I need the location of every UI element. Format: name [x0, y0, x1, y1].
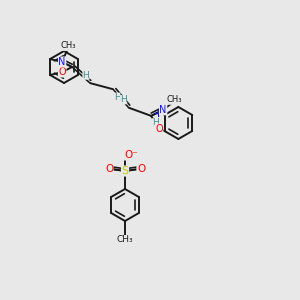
Text: H: H [152, 118, 158, 127]
Text: O: O [105, 164, 113, 174]
Text: S: S [122, 166, 129, 176]
Text: +: + [154, 109, 163, 119]
Text: O: O [155, 124, 163, 134]
Text: CH₃: CH₃ [60, 41, 76, 50]
Text: O: O [137, 164, 145, 174]
Text: N: N [160, 105, 167, 115]
Text: H: H [114, 93, 121, 102]
Text: O: O [58, 67, 66, 77]
Text: N: N [58, 57, 66, 67]
Text: H: H [120, 95, 127, 104]
Text: H: H [82, 70, 89, 80]
Text: CH₃: CH₃ [167, 95, 182, 104]
Text: CH₃: CH₃ [117, 236, 133, 244]
Text: O⁻: O⁻ [124, 150, 138, 160]
